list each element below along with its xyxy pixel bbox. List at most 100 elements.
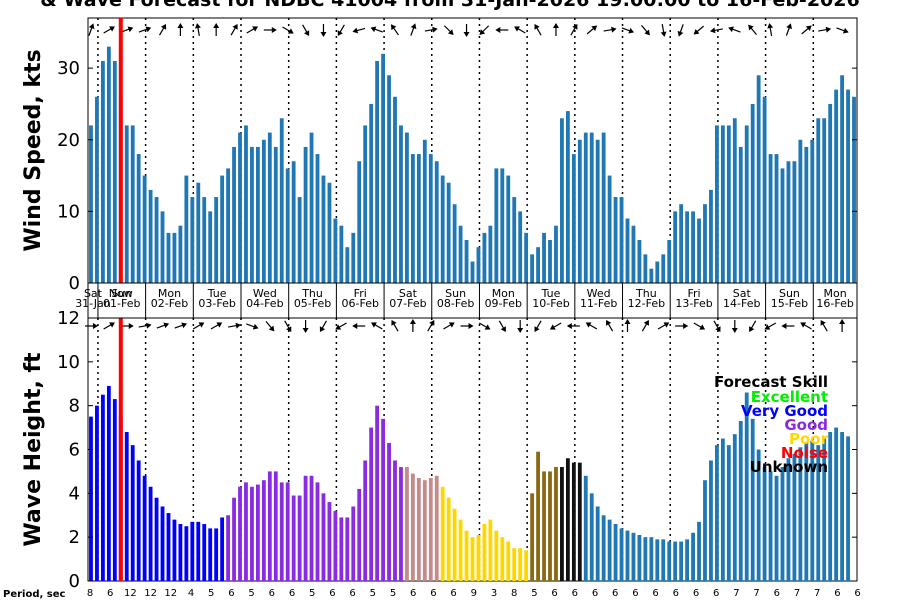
bar (279, 118, 284, 284)
bar (202, 197, 207, 283)
bar (309, 132, 314, 283)
period-value: 6 (572, 588, 578, 599)
bar (577, 462, 582, 581)
direction-arrow (192, 322, 205, 330)
bar (458, 519, 463, 581)
bar (446, 182, 451, 283)
bar (375, 60, 380, 283)
bar (416, 154, 421, 283)
arrow-head (731, 328, 738, 333)
bar (178, 225, 183, 283)
arrow-head (749, 326, 755, 333)
day-labels-row: Sat31-JanSun01-FebMon02-FebTue03-FebWed0… (75, 282, 858, 319)
bar (226, 515, 230, 581)
bar (846, 89, 850, 284)
bar (405, 467, 409, 581)
period-value: 6 (592, 588, 598, 599)
arrow-head (268, 325, 275, 332)
bar (112, 399, 117, 581)
day-date: 13-Feb (675, 297, 712, 310)
period-value: 6 (632, 588, 638, 599)
arrow-head (572, 23, 578, 30)
direction-arrow (693, 25, 705, 35)
bar (625, 530, 630, 581)
bar (482, 232, 487, 283)
direction-arrow (319, 320, 327, 333)
arrow-head (663, 322, 670, 328)
bar (106, 46, 111, 283)
y-tick-label: 20 (57, 130, 80, 151)
bar (464, 530, 469, 581)
direction-arrow (710, 27, 723, 34)
arrow-head (781, 323, 787, 329)
arrow-head (534, 23, 540, 30)
arrow-head (447, 29, 454, 35)
direction-arrow (443, 25, 454, 35)
bar (774, 475, 779, 581)
direction-arrow (352, 323, 366, 329)
bar (261, 480, 266, 581)
bar (112, 60, 117, 283)
direction-arrow (302, 320, 309, 333)
arrow-head (715, 326, 721, 333)
direction-arrow (282, 26, 294, 34)
bar (202, 524, 207, 581)
arrow-head (514, 26, 520, 32)
day-date: 10-Feb (532, 297, 569, 310)
day-date: 11-Feb (580, 297, 617, 310)
bar (351, 232, 356, 283)
y-tick-label: 0 (69, 273, 80, 294)
bar (613, 197, 618, 283)
bar (154, 497, 159, 581)
arrow-head (786, 23, 792, 30)
arrow-head (352, 27, 359, 34)
direction-arrow (103, 26, 115, 34)
direction-arrow (174, 322, 187, 329)
arrow-head (549, 324, 556, 330)
direction-arrow (478, 322, 491, 330)
bar (208, 211, 213, 283)
day-name: Mon (492, 287, 515, 300)
day-date: 14-Feb (723, 297, 760, 310)
y-tick-label: 4 (69, 483, 80, 504)
day-date: 15-Feb (771, 297, 808, 310)
bar (345, 247, 350, 283)
bar (655, 539, 660, 581)
period-value: 6 (774, 588, 780, 599)
bar (422, 139, 427, 283)
bar (220, 175, 225, 283)
bar (512, 197, 517, 283)
direction-arrow (781, 323, 795, 329)
period-value: 6 (349, 588, 355, 599)
bar (512, 548, 517, 581)
bar (804, 146, 809, 283)
day-date: 08-Feb (437, 297, 474, 310)
bar (583, 132, 588, 283)
direction-arrow (657, 322, 670, 330)
bar (661, 539, 666, 581)
period-value: 6 (693, 588, 699, 599)
bar (363, 125, 368, 283)
bar (238, 132, 242, 283)
period-row: Period, sec 8 6 12 12 12 4 5 6 5 6 6 5 6 6 5 5 6 6 6 9 3 8 5 6 6 6… (3, 588, 861, 600)
arrow-head (699, 324, 706, 330)
day-date: 16-Feb (816, 297, 853, 310)
bar (440, 486, 445, 581)
arrow-head (194, 23, 201, 29)
bar (762, 96, 767, 283)
period-value: 6 (269, 588, 275, 599)
bar (309, 475, 314, 581)
arrow-head (216, 322, 223, 328)
direction-arrow (88, 23, 95, 36)
y-axis-label: Wind Speed, kts (21, 49, 46, 251)
bar (828, 103, 833, 283)
bar (375, 405, 380, 581)
bar (756, 75, 761, 283)
direction-arrow (177, 23, 184, 36)
bar (100, 60, 105, 283)
direction-arrow (549, 322, 562, 330)
direction-arrow (337, 24, 345, 37)
period-value: 7 (814, 588, 820, 599)
arrow-head (337, 30, 343, 37)
bar (780, 168, 785, 283)
